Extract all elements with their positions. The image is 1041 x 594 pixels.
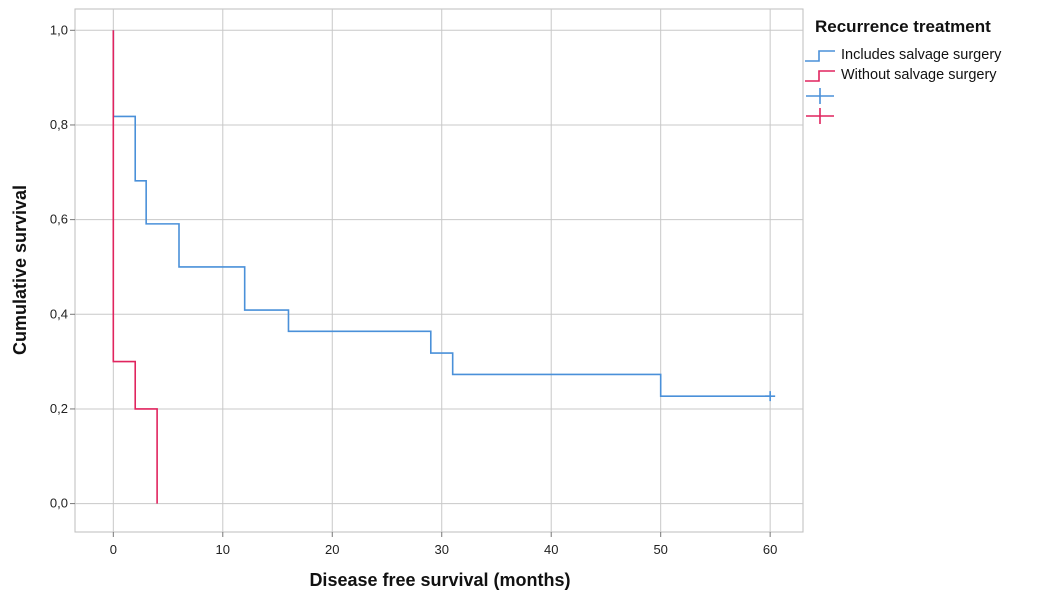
x-tick-label: 40 bbox=[544, 542, 558, 557]
x-tick-label: 50 bbox=[653, 542, 667, 557]
series-line-2 bbox=[112, 30, 158, 504]
y-tick-label: 0,0 bbox=[50, 496, 68, 511]
legend-label-2: Without salvage surgery bbox=[841, 67, 997, 83]
y-tick-label: 0,2 bbox=[50, 401, 68, 416]
x-tick-label: 0 bbox=[110, 542, 117, 557]
series bbox=[112, 30, 776, 504]
legend-swatch-2 bbox=[805, 70, 835, 82]
x-tick-label: 60 bbox=[763, 542, 777, 557]
legend: Recurrence treatment Includes salvage su… bbox=[805, 17, 1002, 124]
legend-swatch-1 bbox=[805, 50, 835, 62]
series-line-1 bbox=[112, 30, 771, 397]
legend-title: Recurrence treatment bbox=[815, 17, 991, 36]
y-tick-label: 0,6 bbox=[50, 212, 68, 227]
x-tick-label: 10 bbox=[216, 542, 230, 557]
y-tick-label: 0,8 bbox=[50, 117, 68, 132]
x-axis-title: Disease free survival (months) bbox=[309, 570, 570, 590]
plot-frame bbox=[74, 8, 804, 533]
legend-censor-swatch-4 bbox=[806, 108, 834, 124]
legend-censor-swatch-3 bbox=[806, 88, 834, 104]
x-tick-label: 20 bbox=[325, 542, 339, 557]
y-tick-label: 0,4 bbox=[50, 306, 68, 321]
y-tick-label: 1,0 bbox=[50, 22, 68, 37]
tick-labels: 0 10 20 30 40 50 60 0,0 0,2 0,4 0,6 0,8 1,0 bbox=[50, 22, 777, 557]
y-axis-title: Cumulative survival bbox=[10, 185, 30, 355]
legend-label-1: Includes salvage surgery bbox=[841, 47, 1002, 63]
x-tick-label: 30 bbox=[435, 542, 449, 557]
censor-mark bbox=[765, 391, 776, 402]
plot-area bbox=[74, 8, 804, 533]
